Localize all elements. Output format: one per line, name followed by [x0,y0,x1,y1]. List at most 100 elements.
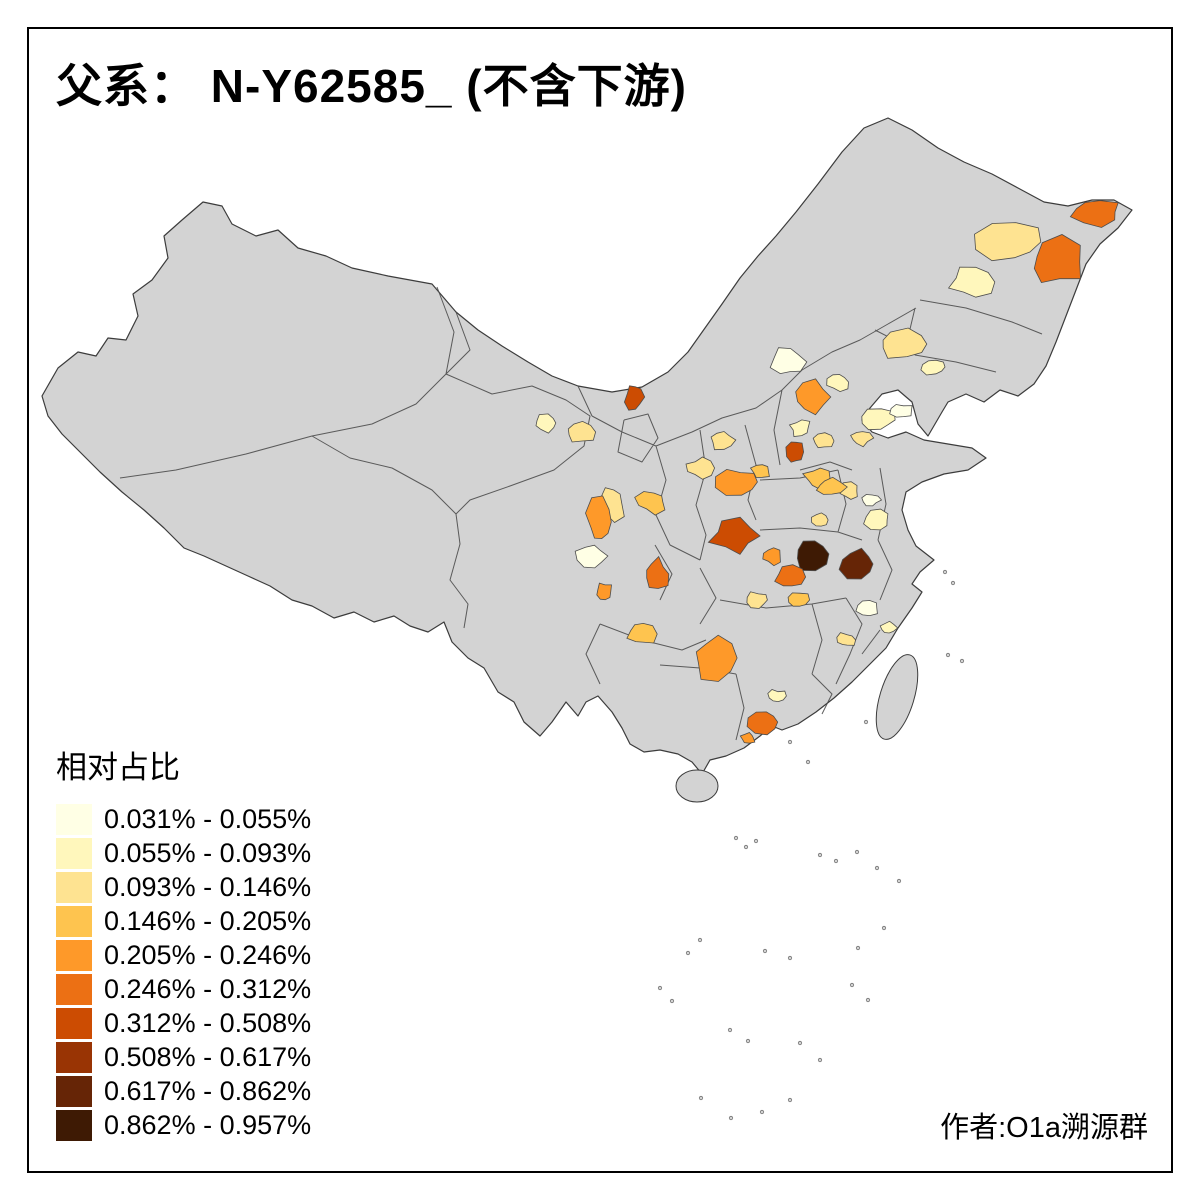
map-region [623,385,646,411]
map-region [749,464,770,478]
map-region [746,591,768,609]
map-region [626,622,658,644]
map-region [596,582,612,601]
small-island [733,835,739,841]
small-island [685,950,691,956]
legend-label: 0.031% - 0.055% [104,803,312,834]
legend: 相对占比 0.031% - 0.055% 0.055% - 0.093% 0.093… [56,742,311,1143]
legend-item: 0.246% - 0.312% [56,973,311,1005]
small-island [833,858,839,864]
map-region [710,431,737,451]
small-island [727,1027,733,1033]
small-island [669,998,675,1004]
legend-label: 0.862% - 0.957% [104,1109,312,1140]
map-region [861,494,883,507]
map-region [826,374,849,393]
legend-item: 0.055% - 0.093% [56,837,311,869]
map-region [634,491,666,516]
legend-title: 相对占比 [56,750,180,785]
map-region [861,408,896,431]
map-region [974,222,1042,262]
small-island [697,937,703,943]
legend-item: 0.205% - 0.246% [56,939,311,971]
map-region [1069,200,1119,228]
legend-label: 0.093% - 0.146% [104,871,312,902]
map-region [767,689,787,703]
small-island [762,948,768,954]
map-region [646,555,670,589]
legend-label: 0.508% - 0.617% [104,1041,312,1072]
legend-item: 0.146% - 0.205% [56,905,311,937]
map-region [815,476,848,495]
legend-swatch [56,1075,92,1107]
legend-item: 0.312% - 0.508% [56,1007,311,1039]
map-region [774,564,807,587]
map-region [863,508,889,531]
small-island [743,844,749,850]
small-island [874,865,880,871]
legend-label: 0.205% - 0.246% [104,939,312,970]
map-region [685,456,716,480]
legend-swatch [56,905,92,937]
small-island [950,580,956,586]
small-island [959,658,965,664]
small-island [759,1109,765,1115]
small-island [849,982,855,988]
small-island [787,955,793,961]
china-mainland-outline [41,117,1133,775]
legend-label: 0.055% - 0.093% [104,837,312,868]
page-title: 父系： N-Y62585_ (不含下游) [56,60,687,112]
legend-swatch [56,837,92,869]
small-island [787,739,793,745]
map-region [769,347,808,375]
map-region [812,432,835,449]
small-island [854,849,860,855]
legend-item: 0.617% - 0.862% [56,1075,311,1107]
legend-item: 0.093% - 0.146% [56,871,311,903]
legend-label: 0.617% - 0.862% [104,1075,312,1106]
legend-label: 0.146% - 0.205% [104,905,312,936]
small-island [745,1038,751,1044]
map-region [762,547,781,567]
map-region [535,413,557,434]
small-island [698,1095,704,1101]
small-island [657,985,663,991]
map-region [788,419,811,437]
map-region [746,711,779,736]
map-region [585,495,612,540]
legend-swatch [56,871,92,903]
map-region [947,266,996,298]
small-island [797,1040,803,1046]
small-island [817,1057,823,1063]
legend-swatch [56,939,92,971]
legend-label: 0.246% - 0.312% [104,973,312,1004]
small-island [865,997,871,1003]
map-region [850,431,875,448]
hainan-island [675,769,719,803]
map-region [567,420,597,443]
small-island [805,759,811,765]
map-region [920,359,946,376]
map-region [1033,234,1081,284]
map-region [889,404,913,418]
legend-label: 0.312% - 0.508% [104,1007,312,1038]
small-island [942,569,948,575]
map-region [795,378,832,416]
legend-swatch [56,1109,92,1141]
small-island [896,878,902,884]
map-region [714,468,758,496]
map-region [787,592,811,607]
map-region [810,512,829,527]
map-region [785,441,805,463]
legend-item: 0.862% - 0.957% [56,1109,311,1141]
province-boundaries [119,286,1043,741]
small-island [787,1097,793,1103]
legend-swatch [56,1041,92,1073]
map-region [739,732,756,744]
small-island [945,652,951,658]
map-region [882,327,928,359]
small-island [728,1115,734,1121]
sea-islands [657,569,965,1121]
small-island [881,925,887,931]
